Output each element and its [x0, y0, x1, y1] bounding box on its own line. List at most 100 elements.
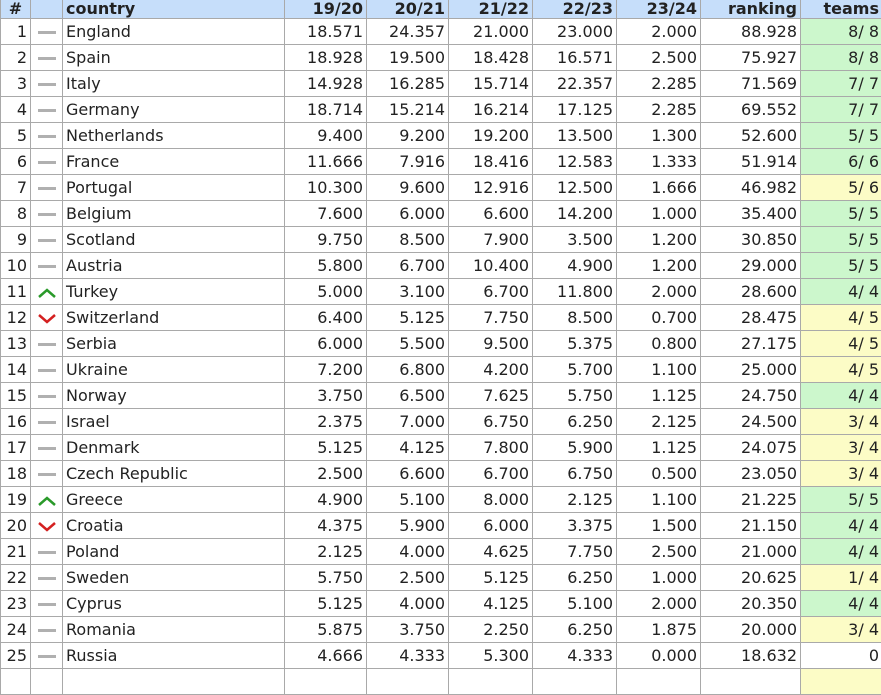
trend-down-icon — [37, 516, 57, 535]
country-cell: Denmark — [63, 435, 285, 461]
rank-cell: 2 — [1, 45, 31, 71]
trend-same-icon — [38, 412, 56, 431]
ranking-cell: 23.050 — [701, 461, 801, 487]
trend-same-icon — [38, 256, 56, 275]
ranking-cell: 24.750 — [701, 383, 801, 409]
header-rank[interactable]: # — [1, 0, 31, 19]
season-score-cell: 18.928 — [285, 45, 367, 71]
trend-cell — [31, 71, 63, 97]
trend-same-icon — [38, 568, 56, 587]
season-score-cell: 19.500 — [367, 45, 449, 71]
season-score-cell: 8.000 — [449, 487, 533, 513]
season-score-cell: 7.625 — [449, 383, 533, 409]
header-2122[interactable]: 21/22 — [449, 0, 533, 19]
season-score-cell: 5.375 — [533, 331, 617, 357]
trend-up-icon — [37, 282, 57, 301]
season-score-cell: 4.333 — [367, 643, 449, 669]
trend-cell — [31, 539, 63, 565]
trend-cell — [31, 175, 63, 201]
season-score-cell: 11.800 — [533, 279, 617, 305]
country-cell: England — [63, 19, 285, 45]
header-2021[interactable]: 20/21 — [367, 0, 449, 19]
empty-cell — [367, 669, 449, 695]
season-score-cell: 2.500 — [617, 45, 701, 71]
trend-cell — [31, 513, 63, 539]
season-score-cell: 2.125 — [533, 487, 617, 513]
season-score-cell: 6.000 — [285, 331, 367, 357]
season-score-cell: 6.400 — [285, 305, 367, 331]
trend-cell — [31, 487, 63, 513]
season-score-cell: 3.500 — [533, 227, 617, 253]
teams-cell: 1/ 4 — [801, 565, 881, 591]
season-score-cell: 7.916 — [367, 149, 449, 175]
season-score-cell: 12.583 — [533, 149, 617, 175]
trend-cell — [31, 45, 63, 71]
season-score-cell: 1.200 — [617, 253, 701, 279]
season-score-cell: 9.200 — [367, 123, 449, 149]
teams-cell: 4/ 4 — [801, 513, 881, 539]
rank-cell: 18 — [1, 461, 31, 487]
trend-same-icon — [38, 620, 56, 639]
empty-cell — [1, 669, 31, 695]
season-score-cell: 1.200 — [617, 227, 701, 253]
empty-cell — [63, 669, 285, 695]
season-score-cell: 4.666 — [285, 643, 367, 669]
season-score-cell: 1.100 — [617, 487, 701, 513]
teams-cell: 0 — [801, 643, 881, 669]
season-score-cell: 2.000 — [617, 19, 701, 45]
country-cell: Ukraine — [63, 357, 285, 383]
season-score-cell: 14.200 — [533, 201, 617, 227]
teams-cell: 4/ 5 — [801, 357, 881, 383]
trend-same-icon — [38, 594, 56, 613]
rank-cell: 4 — [1, 97, 31, 123]
rank-cell: 21 — [1, 539, 31, 565]
country-cell: Croatia — [63, 513, 285, 539]
season-score-cell: 23.000 — [533, 19, 617, 45]
ranking-cell: 51.914 — [701, 149, 801, 175]
season-score-cell: 4.900 — [533, 253, 617, 279]
header-1920[interactable]: 19/20 — [285, 0, 367, 19]
country-cell: France — [63, 149, 285, 175]
season-score-cell: 24.357 — [367, 19, 449, 45]
season-score-cell: 2.125 — [617, 409, 701, 435]
season-score-cell: 6.750 — [533, 461, 617, 487]
season-score-cell: 15.214 — [367, 97, 449, 123]
trend-cell — [31, 461, 63, 487]
rank-cell: 24 — [1, 617, 31, 643]
country-cell: Germany — [63, 97, 285, 123]
season-score-cell: 17.125 — [533, 97, 617, 123]
header-trend[interactable] — [31, 0, 63, 19]
season-score-cell: 12.500 — [533, 175, 617, 201]
header-teams[interactable]: teams — [801, 0, 881, 19]
season-score-cell: 15.714 — [449, 71, 533, 97]
header-2324[interactable]: 23/24 — [617, 0, 701, 19]
country-cell: Italy — [63, 71, 285, 97]
country-cell: Russia — [63, 643, 285, 669]
season-score-cell: 2.285 — [617, 71, 701, 97]
rank-cell: 15 — [1, 383, 31, 409]
trend-cell — [31, 123, 63, 149]
header-2223[interactable]: 22/23 — [533, 0, 617, 19]
season-score-cell: 9.750 — [285, 227, 367, 253]
header-country[interactable]: country — [63, 0, 285, 19]
season-score-cell: 4.375 — [285, 513, 367, 539]
teams-cell: 4/ 4 — [801, 591, 881, 617]
header-ranking[interactable]: ranking — [701, 0, 801, 19]
season-score-cell: 6.600 — [367, 461, 449, 487]
season-score-cell: 6.500 — [367, 383, 449, 409]
season-score-cell: 1.000 — [617, 201, 701, 227]
season-score-cell: 13.500 — [533, 123, 617, 149]
ranking-cell: 30.850 — [701, 227, 801, 253]
season-score-cell: 5.700 — [533, 357, 617, 383]
teams-cell: 5/ 6 — [801, 175, 881, 201]
trend-same-icon — [38, 152, 56, 171]
season-score-cell: 9.400 — [285, 123, 367, 149]
season-score-cell: 5.750 — [285, 565, 367, 591]
empty-cell — [617, 669, 701, 695]
